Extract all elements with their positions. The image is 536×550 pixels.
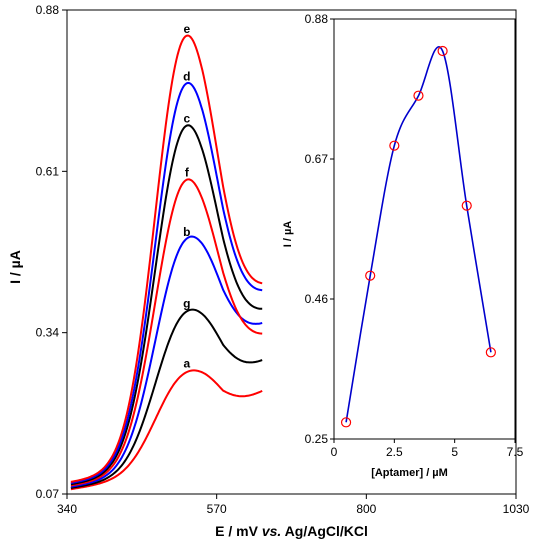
main-series-label-f: f [185, 165, 190, 179]
main-x-tick-label: 570 [207, 502, 227, 516]
main-plot-frame [66, 9, 517, 495]
main-series-line-c [70, 124, 263, 486]
main-series-label-c: c [183, 112, 190, 126]
main-x-tick-label: 340 [57, 502, 77, 516]
inset-data-point-6 [461, 200, 472, 211]
inset-data-point-5 [437, 45, 448, 57]
main-x-tick-label: 1030 [503, 502, 530, 516]
main-y-tick-label: 0.88 [36, 3, 60, 17]
inset-data-point-1 [340, 417, 352, 428]
inset-data-point-2 [365, 270, 376, 281]
main-series-label-b: b [183, 225, 190, 239]
inset-y-tick-label: 0.88 [305, 12, 329, 26]
inset-x-tick-label: 2.5 [386, 445, 403, 459]
main-y-tick-label: 0.07 [36, 487, 60, 501]
inset-data-point-7 [485, 347, 496, 358]
inset-plot: 0 2.5 5 7.5 0.25 0.46 0.67 0.88 [Aptamer] / µM I … [282, 12, 524, 479]
main-series-label-g: g [183, 297, 190, 311]
inset-data-point-4 [413, 90, 424, 101]
main-x-tick-label: 800 [356, 502, 376, 516]
main-series-label-d: d [183, 70, 190, 84]
main-y-axis-label: I / µA [7, 250, 23, 284]
main-series-label-e: e [183, 22, 190, 36]
main-plot: 340 570 800 1030 0.07 0.34 0.61 0.88 E / mV vs. … [7, 3, 530, 539]
main-series-line-g [70, 308, 263, 489]
inset-x-tick-label: 7.5 [507, 445, 524, 459]
inset-x-tick-label: 5 [451, 445, 458, 459]
inset-x-axis-label: [Aptamer] / µM [371, 467, 448, 479]
inset-y-tick-label: 0.67 [305, 152, 329, 166]
main-y-tick-label: 0.34 [36, 326, 60, 340]
main-series-line-d [70, 81, 263, 485]
main-y-tick-label: 0.61 [36, 164, 60, 178]
inset-data-point-3 [389, 140, 400, 151]
main-series-line-a [70, 369, 263, 491]
main-x-axis-label: E / mV vs. Ag/AgCl/KCl [215, 523, 368, 539]
inset-x-tick-label: 0 [331, 445, 338, 459]
main-series-label-a: a [183, 356, 190, 370]
main-series-line-f [70, 178, 263, 487]
main-series-line-b [70, 235, 263, 488]
inset-y-tick-label: 0.25 [305, 432, 329, 446]
inset-series-line [345, 46, 492, 423]
inset-y-tick-label: 0.46 [305, 292, 329, 306]
inset-y-axis-label: I / µA [282, 221, 294, 248]
main-series-line-e [70, 34, 263, 483]
inset-plot-frame [333, 18, 516, 440]
